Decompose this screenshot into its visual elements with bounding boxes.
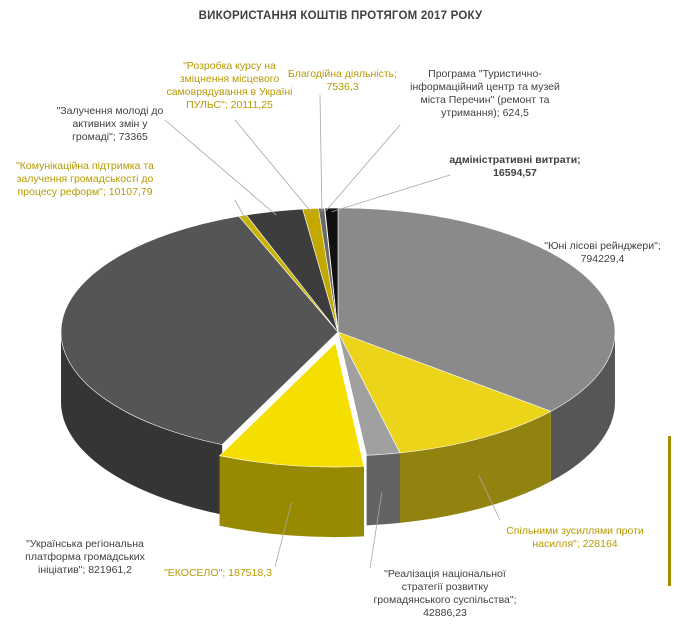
pie-slice <box>337 207 616 412</box>
data-label: "Залучення молоді до активних змін у гро… <box>56 105 164 143</box>
leader-lines <box>164 94 501 569</box>
accent-bar <box>668 436 671 586</box>
data-label: "ЕКОСЕЛО"; 187518,3 <box>164 567 272 579</box>
pie-slice-side <box>550 332 615 482</box>
leader-line <box>234 199 246 220</box>
leader-line <box>478 475 501 521</box>
leader-line <box>324 124 401 213</box>
data-label: Благодійна діяльність; 7536,3 <box>287 68 398 93</box>
pie-slice <box>337 331 552 454</box>
pie-slice <box>218 342 365 468</box>
leader-line <box>234 119 312 213</box>
pie-slice-side <box>61 332 223 515</box>
data-label: "Українська регіональна платформа громад… <box>25 538 145 576</box>
leader-line <box>331 174 451 213</box>
pie-slice <box>337 331 401 456</box>
data-label: "Реалізація національної стратегії розви… <box>373 568 517 619</box>
data-label: адміністративні витрати; 16594,57 <box>449 154 581 179</box>
pie-sides <box>61 332 615 538</box>
pie-slice <box>60 215 339 445</box>
pie-slice-side <box>219 455 364 538</box>
data-label: "Розробка курсу на зміцнення місцевого с… <box>166 60 293 111</box>
data-label: "Юні лісові рейнджери"; 794229,4 <box>544 240 661 265</box>
chart-title: ВИКОРИСТАННЯ КОШТІВ ПРОТЯГОМ 2017 РОКУ <box>198 10 483 22</box>
pie-slice-side <box>366 452 401 526</box>
leader-line <box>369 491 383 569</box>
data-label: Програма "Туристично-інформаційний центр… <box>410 68 560 119</box>
pie-slice <box>324 207 339 333</box>
leader-line <box>274 502 292 568</box>
data-label: Спільними зусиллями проти насилля"; 2281… <box>506 525 644 550</box>
pie-slice-side <box>400 411 551 523</box>
data-label: "Комунікаційна підтримка та залучення гр… <box>16 160 154 198</box>
leader-line <box>164 119 277 216</box>
leader-line <box>319 94 323 212</box>
pie-tops <box>60 207 616 468</box>
